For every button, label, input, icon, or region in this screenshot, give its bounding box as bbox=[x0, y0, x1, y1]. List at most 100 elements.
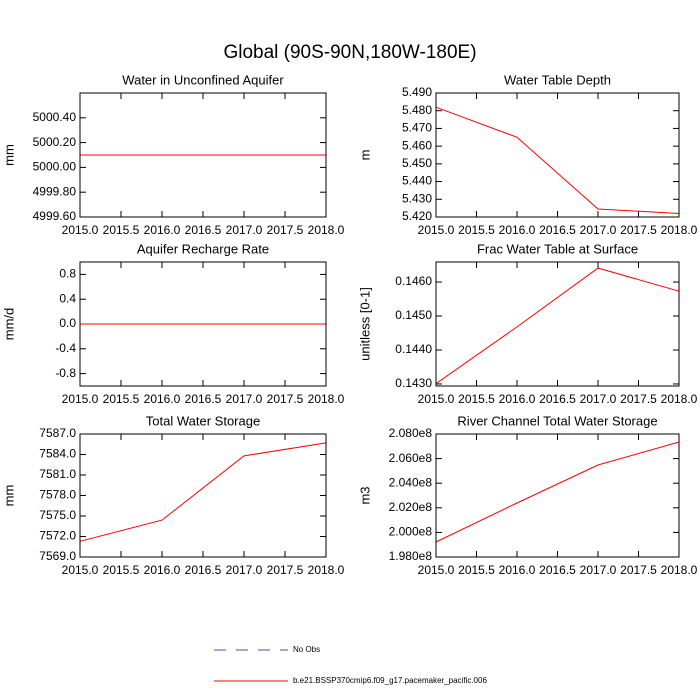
panel-title: Aquifer Recharge Rate bbox=[137, 241, 269, 256]
y-tick-label: 5000.40 bbox=[33, 110, 77, 124]
x-tick-label: 2015.5 bbox=[458, 392, 495, 406]
x-tick-label: 2015.0 bbox=[62, 223, 99, 237]
x-tick-label: 2016.5 bbox=[185, 223, 222, 237]
x-tick-label: 2017.5 bbox=[267, 223, 304, 237]
x-tick-label: 2015.5 bbox=[458, 563, 495, 577]
x-tick-label: 2016.5 bbox=[185, 563, 222, 577]
x-tick-label: 2017.0 bbox=[226, 392, 263, 406]
y-tick-label: 5.430 bbox=[402, 191, 432, 205]
x-tick-label: 2017.5 bbox=[620, 223, 657, 237]
data-line bbox=[435, 267, 680, 385]
y-tick-label: -0.8 bbox=[55, 366, 76, 380]
y-tick-label: 0.1430 bbox=[395, 376, 432, 390]
y-tick-label: 5000.20 bbox=[33, 135, 77, 149]
panel-frame bbox=[79, 92, 327, 218]
y-tick-label: 5.450 bbox=[402, 156, 432, 170]
panel-frame bbox=[435, 261, 680, 387]
y-tick-label: 2.020e8 bbox=[389, 500, 433, 514]
x-tick-label: 2015.5 bbox=[103, 392, 140, 406]
y-axis-label: mm bbox=[1, 144, 16, 166]
y-tick-label: -0.4 bbox=[55, 341, 76, 355]
panel-frame bbox=[435, 92, 680, 218]
x-tick-label: 2018.0 bbox=[661, 223, 698, 237]
x-tick-label: 2016.0 bbox=[499, 563, 536, 577]
x-tick-label: 2017.0 bbox=[580, 392, 617, 406]
x-tick-label: 2017.0 bbox=[580, 223, 617, 237]
y-tick-label: 1.980e8 bbox=[389, 549, 433, 563]
data-line bbox=[79, 442, 327, 542]
x-tick-label: 2015.0 bbox=[418, 223, 455, 237]
y-tick-label: 0.8 bbox=[59, 267, 76, 281]
data-line bbox=[435, 106, 680, 214]
x-tick-label: 2016.0 bbox=[144, 392, 181, 406]
x-tick-label: 2016.5 bbox=[539, 563, 576, 577]
y-tick-label: 7584.0 bbox=[39, 447, 76, 461]
x-tick-label: 2018.0 bbox=[308, 392, 345, 406]
y-tick-label: 2.060e8 bbox=[389, 451, 433, 465]
x-tick-label: 2017.5 bbox=[620, 392, 657, 406]
x-tick-label: 2015.5 bbox=[103, 563, 140, 577]
panel-frame bbox=[435, 433, 680, 558]
x-tick-label: 2015.5 bbox=[458, 223, 495, 237]
x-tick-label: 2015.0 bbox=[62, 392, 99, 406]
y-tick-label: 0.4 bbox=[59, 291, 76, 305]
x-tick-label: 2017.5 bbox=[267, 563, 304, 577]
y-tick-label: 7569.0 bbox=[39, 549, 76, 563]
panel-title: River Channel Total Water Storage bbox=[457, 413, 657, 428]
x-tick-label: 2018.0 bbox=[661, 392, 698, 406]
panel-frame bbox=[79, 433, 327, 558]
y-axis-label: m bbox=[357, 150, 372, 161]
y-tick-label: 7587.0 bbox=[39, 426, 76, 440]
y-tick-label: 5.490 bbox=[402, 85, 432, 99]
x-tick-label: 2017.0 bbox=[580, 563, 617, 577]
y-tick-label: 4999.60 bbox=[33, 209, 77, 223]
y-axis-label: mm bbox=[1, 485, 16, 507]
x-tick-label: 2016.0 bbox=[144, 563, 181, 577]
y-tick-label: 7572.0 bbox=[39, 529, 76, 543]
y-tick-label: 2.000e8 bbox=[389, 525, 433, 539]
y-tick-label: 5.460 bbox=[402, 138, 432, 152]
x-tick-label: 2016.0 bbox=[499, 392, 536, 406]
y-tick-label: 0.1460 bbox=[395, 274, 432, 288]
x-tick-label: 2015.0 bbox=[62, 563, 99, 577]
y-tick-label: 5.420 bbox=[402, 209, 432, 223]
y-tick-label: 7575.0 bbox=[39, 508, 76, 522]
y-tick-label: 5.440 bbox=[402, 174, 432, 188]
y-tick-label: 7578.0 bbox=[39, 488, 76, 502]
panel-title: Total Water Storage bbox=[146, 413, 260, 428]
panel-title: Water in Unconfined Aquifer bbox=[122, 72, 284, 87]
x-tick-label: 2015.0 bbox=[418, 392, 455, 406]
panel-frame bbox=[79, 261, 327, 387]
panel-title: Water Table Depth bbox=[504, 72, 611, 87]
x-tick-label: 2018.0 bbox=[308, 223, 345, 237]
x-tick-label: 2018.0 bbox=[661, 563, 698, 577]
x-tick-label: 2018.0 bbox=[308, 563, 345, 577]
legend-label: b.e21.BSSP370cmip6.f09_g17.pacemaker_pac… bbox=[293, 676, 487, 685]
legend-label: No Obs bbox=[293, 645, 320, 654]
data-line bbox=[435, 441, 680, 543]
y-tick-label: 5.480 bbox=[402, 103, 432, 117]
y-tick-label: 7581.0 bbox=[39, 467, 76, 481]
y-axis-label: mm/d bbox=[1, 308, 16, 341]
x-tick-label: 2016.5 bbox=[185, 392, 222, 406]
y-tick-label: 5.470 bbox=[402, 121, 432, 135]
x-tick-label: 2016.5 bbox=[539, 392, 576, 406]
figure-title: Global (90S-90N,180W-180E) bbox=[223, 42, 476, 63]
y-tick-label: 0.0 bbox=[59, 316, 76, 330]
panel-title: Frac Water Table at Surface bbox=[477, 241, 638, 256]
x-tick-label: 2017.0 bbox=[226, 223, 263, 237]
y-tick-label: 2.040e8 bbox=[389, 475, 433, 489]
x-tick-label: 2016.0 bbox=[499, 223, 536, 237]
y-axis-label: m3 bbox=[357, 486, 372, 504]
x-tick-label: 2017.5 bbox=[267, 392, 304, 406]
y-tick-label: 4999.80 bbox=[33, 184, 77, 198]
x-tick-label: 2017.0 bbox=[226, 563, 263, 577]
y-tick-label: 5000.00 bbox=[33, 160, 77, 174]
x-tick-label: 2015.5 bbox=[103, 223, 140, 237]
y-tick-label: 0.1450 bbox=[395, 308, 432, 322]
x-tick-label: 2015.0 bbox=[418, 563, 455, 577]
y-axis-label: unitless [0-1] bbox=[357, 287, 372, 361]
x-tick-label: 2017.5 bbox=[620, 563, 657, 577]
y-tick-label: 0.1440 bbox=[395, 342, 432, 356]
